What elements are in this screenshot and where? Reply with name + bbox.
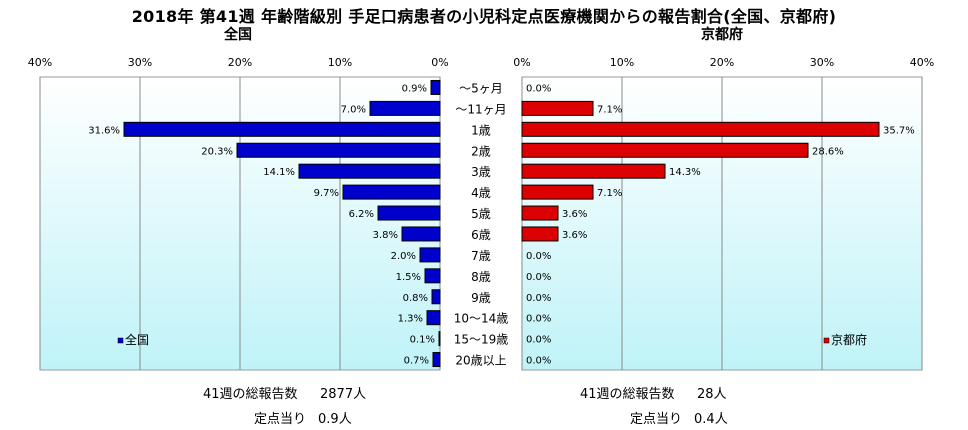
national-bar — [438, 331, 441, 347]
kyoto-bar — [521, 184, 594, 200]
national-data-label: 1.5% — [396, 272, 421, 283]
national-data-label: 0.9% — [402, 83, 427, 94]
chart-canvas: 40% 30% 20% 10% 0% 0.9% 7.0% 31.6% 20.3% 14.1% 9.7… — [28, 56, 934, 371]
kyoto-data-label: 7.1% — [597, 104, 622, 115]
kyoto-data-label: 0.0% — [526, 356, 551, 367]
category-label: 10～14歳 — [454, 312, 509, 326]
kyoto-data-label: 7.1% — [597, 188, 622, 199]
kyoto-data-label: 0.0% — [526, 314, 551, 325]
national-tick-label: 0% — [431, 56, 448, 69]
category-label: 6歳 — [471, 228, 491, 242]
kyoto-bar — [521, 226, 559, 242]
national-data-label: 31.6% — [88, 125, 120, 136]
national-tick-label: 20% — [228, 56, 252, 69]
kyoto-tick-label: 40% — [910, 56, 934, 69]
kyoto-total-label: 41週の総報告数 — [580, 387, 675, 402]
national-data-label: 0.7% — [404, 356, 429, 367]
national-bar — [430, 79, 441, 95]
kyoto-tick-label: 0% — [513, 56, 530, 69]
national-data-label: 2.0% — [391, 251, 416, 262]
kyoto-bar — [521, 205, 559, 221]
national-legend-swatch — [117, 337, 124, 344]
kyoto-tick-label: 30% — [810, 56, 834, 69]
national-bar — [369, 100, 441, 116]
national-bar — [432, 352, 441, 368]
kyoto-data-label: 0.0% — [526, 272, 551, 283]
kyoto-data-label: 0.0% — [526, 251, 551, 262]
national-bar — [426, 310, 441, 326]
national-bar — [123, 121, 441, 137]
kyoto-total-stat: 41週の総報告数 28人 — [580, 383, 727, 402]
national-total-value: 2877人 — [320, 387, 367, 402]
kyoto-legend-label: 京都府 — [831, 332, 867, 347]
national-data-label: 14.1% — [263, 167, 295, 178]
national-bar — [298, 163, 441, 179]
chart-title: 2018年 第41週 年齢階級別 手足口病患者の小児科定点医療機関からの報告割合… — [131, 7, 837, 26]
national-data-label: 1.3% — [398, 314, 423, 325]
national-bar — [236, 142, 441, 158]
category-label: 9歳 — [471, 291, 491, 305]
national-bar — [431, 289, 441, 305]
category-label: 7歳 — [471, 249, 491, 263]
kyoto-data-label: 0.0% — [526, 335, 551, 346]
national-per-value: 0.9人 — [318, 412, 352, 427]
national-bar — [424, 268, 441, 284]
national-bar — [401, 226, 441, 242]
kyoto-data-label: 3.6% — [562, 209, 587, 220]
kyoto-data-label: 28.6% — [812, 146, 844, 157]
national-legend-label: 全国 — [125, 332, 149, 347]
national-per-stat: 定点当り 0.9人 — [254, 408, 352, 427]
kyoto-data-label: 0.0% — [526, 83, 551, 94]
category-label: ～5ヶ月 — [459, 81, 503, 95]
kyoto-total-value: 28人 — [697, 387, 727, 402]
category-label: 8歳 — [471, 270, 491, 284]
national-bar — [377, 205, 441, 221]
kyoto-legend-swatch — [823, 337, 830, 344]
national-bar — [342, 184, 441, 200]
category-label: 5歳 — [471, 207, 491, 221]
national-bar — [419, 247, 441, 263]
kyoto-per-label: 定点当り — [630, 412, 683, 427]
category-label: 1歳 — [471, 123, 491, 137]
kyoto-per-value: 0.4人 — [694, 412, 728, 427]
national-panel-title: 全国 — [224, 27, 252, 43]
kyoto-data-label: 0.0% — [526, 293, 551, 304]
kyoto-bar — [521, 100, 594, 116]
category-label: 3歳 — [471, 165, 491, 179]
kyoto-data-label: 14.3% — [669, 167, 701, 178]
category-label: ～11ヶ月 — [455, 102, 506, 116]
national-data-label: 7.0% — [341, 104, 366, 115]
national-data-label: 9.7% — [314, 188, 339, 199]
category-label: 2歳 — [471, 144, 491, 158]
kyoto-tick-label: 20% — [710, 56, 734, 69]
category-label: 20歳以上 — [455, 354, 506, 368]
national-per-label: 定点当り — [254, 412, 307, 427]
national-tick-label: 40% — [28, 56, 52, 69]
national-total-label: 41週の総報告数 — [203, 387, 298, 402]
category-label: 15～19歳 — [454, 333, 509, 347]
national-data-label: 0.8% — [403, 293, 428, 304]
national-total-stat: 41週の総報告数 2877人 — [203, 383, 366, 402]
kyoto-bar — [521, 163, 666, 179]
national-data-label: 20.3% — [201, 146, 233, 157]
kyoto-tick-label: 10% — [610, 56, 634, 69]
national-data-label: 6.2% — [349, 209, 374, 220]
kyoto-per-stat: 定点当り 0.4人 — [630, 408, 728, 427]
kyoto-bar — [521, 121, 880, 137]
national-data-label: 0.1% — [410, 335, 435, 346]
kyoto-panel-title: 京都府 — [701, 27, 743, 43]
national-data-label: 3.8% — [373, 230, 398, 241]
national-tick-label: 10% — [328, 56, 352, 69]
national-tick-label: 30% — [128, 56, 152, 69]
category-label: 4歳 — [471, 186, 491, 200]
kyoto-data-label: 3.6% — [562, 230, 587, 241]
kyoto-bar — [521, 142, 809, 158]
kyoto-data-label: 35.7% — [883, 125, 915, 136]
